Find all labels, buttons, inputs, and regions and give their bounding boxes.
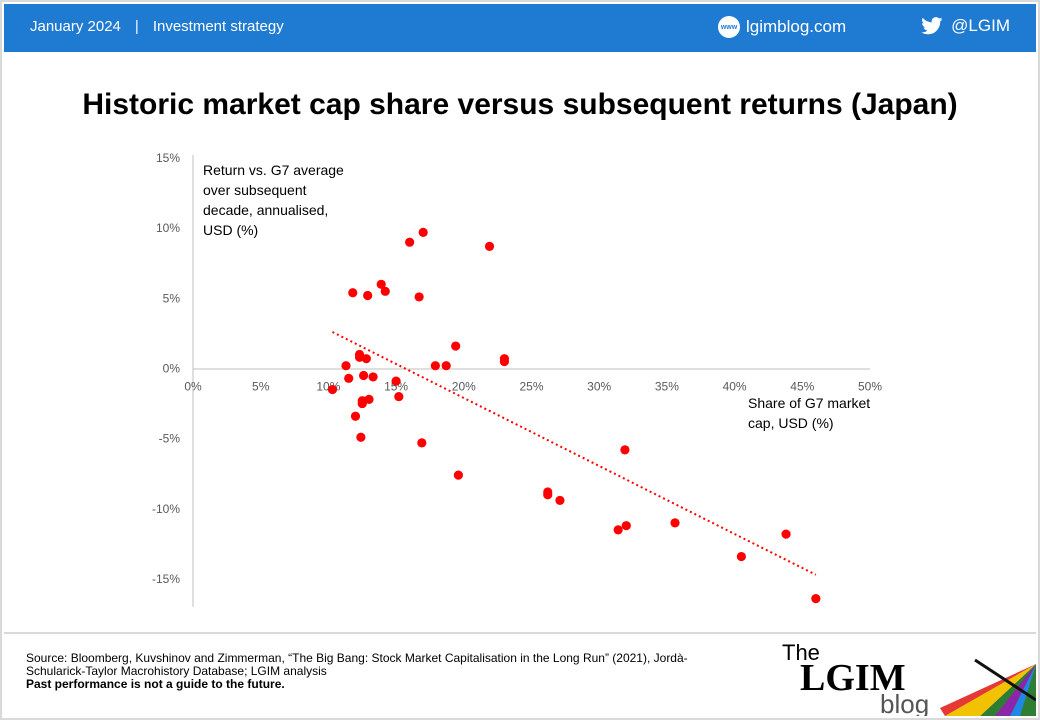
x-tick-label: 40% bbox=[723, 380, 747, 394]
y-axis-title-line-3: decade, annualised, bbox=[203, 202, 328, 218]
data-point bbox=[350, 411, 361, 421]
data-point bbox=[417, 438, 427, 448]
footer-divider bbox=[4, 632, 1036, 634]
source-line-2: Schularick-Taylor Macrohistory Database;… bbox=[26, 664, 327, 678]
header-date: January 2024 bbox=[30, 18, 121, 35]
source-note: Source: Bloomberg, Kuvshinov and Zimmerm… bbox=[26, 652, 776, 691]
data-point bbox=[341, 361, 351, 371]
x-tick-label: 30% bbox=[587, 380, 611, 394]
y-tick-label: -10% bbox=[152, 502, 180, 516]
data-point bbox=[451, 341, 461, 351]
x-tick-label: 20% bbox=[452, 380, 476, 394]
umbrella-icon bbox=[940, 658, 1036, 716]
x-axis-title-line-1: Share of G7 market bbox=[748, 395, 870, 411]
data-point bbox=[359, 370, 369, 381]
trendline-group bbox=[332, 331, 817, 576]
x-tick-label: 45% bbox=[790, 380, 814, 394]
y-tick-label: -15% bbox=[152, 572, 180, 586]
site-link[interactable]: www lgimblog.com bbox=[718, 16, 846, 38]
data-point bbox=[499, 356, 510, 367]
x-tick-label: 35% bbox=[655, 380, 679, 394]
data-point bbox=[380, 286, 390, 296]
x-tick-labels: 0% 5% 10% 15% 20% 25% 30% 35% 40% 45% 50% bbox=[184, 380, 882, 394]
twitter-link[interactable]: @LGIM bbox=[921, 16, 1010, 36]
y-axis-title-line-2: over subsequent bbox=[203, 182, 307, 198]
x-axis-title: Share of G7 market cap, USD (%) bbox=[748, 395, 874, 431]
data-point bbox=[391, 376, 401, 386]
data-point bbox=[781, 529, 791, 539]
logo-lgim: LGIM bbox=[800, 657, 906, 699]
data-point bbox=[555, 495, 565, 506]
twitter-icon bbox=[921, 17, 943, 35]
y-tick-label: -5% bbox=[159, 432, 181, 446]
data-point bbox=[441, 361, 451, 371]
data-point bbox=[376, 279, 386, 289]
chart-title: Historic market cap share versus subsequ… bbox=[82, 88, 958, 121]
data-point bbox=[348, 288, 358, 298]
data-points bbox=[327, 227, 821, 604]
data-point bbox=[364, 394, 374, 404]
x-tick-label: 0% bbox=[184, 380, 202, 394]
header-separator: | bbox=[134, 18, 139, 35]
data-point bbox=[430, 361, 440, 371]
logo-the: The bbox=[782, 640, 820, 665]
data-point bbox=[356, 432, 366, 442]
data-point bbox=[670, 518, 680, 528]
x-tick-label: 25% bbox=[519, 380, 543, 394]
data-point bbox=[484, 241, 495, 252]
twitter-handle[interactable]: @LGIM bbox=[951, 16, 1010, 35]
x-tick-label: 50% bbox=[858, 380, 882, 394]
axes bbox=[192, 155, 870, 607]
lgim-blog-logo: The LGIM blog bbox=[782, 640, 1036, 716]
source-line-1: Source: Bloomberg, Kuvshinov and Zimmerm… bbox=[26, 651, 688, 665]
x-axis-title-line-2: cap, USD (%) bbox=[748, 415, 834, 431]
data-point bbox=[613, 525, 623, 535]
y-axis-title-line-4: USD (%) bbox=[203, 222, 258, 238]
data-point bbox=[414, 292, 424, 302]
site-url[interactable]: lgimblog.com bbox=[746, 17, 847, 36]
data-point bbox=[811, 594, 821, 604]
data-point bbox=[394, 391, 404, 402]
disclaimer-text: Past performance is not a guide to the f… bbox=[26, 677, 285, 691]
y-tick-label: 15% bbox=[156, 151, 180, 165]
logo-blog: blog bbox=[880, 689, 929, 716]
header-left: January 2024 | Investment strategy bbox=[30, 18, 284, 35]
globe-icon: www bbox=[718, 16, 740, 38]
header-bar: January 2024 | Investment strategy www l… bbox=[4, 4, 1036, 52]
y-tick-label: 10% bbox=[156, 221, 180, 235]
data-point bbox=[363, 290, 373, 301]
y-axis-title: Return vs. G7 average over subsequent de… bbox=[203, 162, 348, 238]
trendline bbox=[332, 331, 817, 576]
x-tick-label: 15% bbox=[384, 380, 408, 394]
y-axis-title-line-1: Return vs. G7 average bbox=[203, 162, 344, 178]
data-point bbox=[327, 384, 338, 395]
y-tick-label: 5% bbox=[163, 291, 181, 305]
x-tick-label: 5% bbox=[252, 380, 270, 394]
scatter-chart: 0% 5% 10% 15% 20% 25% 30% 35% 40% 45% 50% 15% 10% 5%… bbox=[152, 151, 882, 607]
data-point bbox=[620, 445, 630, 455]
data-point bbox=[418, 227, 428, 237]
data-point bbox=[621, 521, 631, 531]
header-category[interactable]: Investment strategy bbox=[152, 18, 284, 35]
y-tick-label: 0% bbox=[163, 362, 181, 376]
disclaimer: Past performance is not a guide to the f… bbox=[26, 678, 776, 691]
data-point bbox=[344, 373, 354, 383]
data-point bbox=[736, 551, 746, 562]
y-tick-labels: 15% 10% 5% 0% -5% -10% -15% bbox=[152, 151, 180, 586]
data-point bbox=[453, 470, 463, 480]
data-point bbox=[361, 354, 371, 364]
data-point bbox=[405, 237, 415, 247]
data-point bbox=[543, 490, 553, 500]
data-point bbox=[368, 372, 378, 382]
